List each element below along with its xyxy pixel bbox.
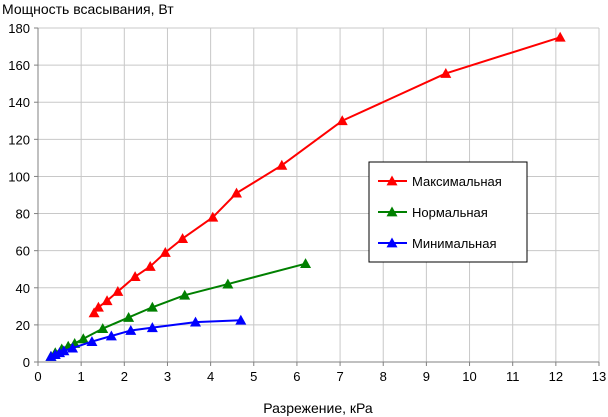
- x-tick-label: 0: [34, 369, 41, 384]
- series-3-point: [190, 316, 202, 327]
- x-tick-label: 1: [78, 369, 85, 384]
- x-axis-title: Разрежение, кРа: [263, 400, 373, 416]
- x-tick-label: 12: [549, 369, 563, 384]
- series-2-point: [77, 333, 89, 344]
- series-group: [45, 31, 566, 361]
- series-2-point: [146, 301, 158, 312]
- x-tick-label: 2: [121, 369, 128, 384]
- series-1: [88, 31, 566, 318]
- series-1-point: [144, 260, 156, 271]
- y-tick-label: 100: [8, 169, 30, 184]
- series-2-point: [97, 323, 109, 333]
- series-3-point: [125, 324, 137, 335]
- x-tick-label: 7: [336, 369, 343, 384]
- y-tick-label: 140: [8, 95, 30, 110]
- series-1-point: [101, 295, 113, 306]
- series-1-point: [231, 187, 243, 198]
- series-2-point: [222, 278, 234, 289]
- x-tick-label: 3: [164, 369, 171, 384]
- y-tick-label: 20: [16, 318, 30, 333]
- x-tick-label: 4: [207, 369, 214, 384]
- y-tick-label: 60: [16, 244, 30, 259]
- series-1-point: [129, 271, 141, 282]
- legend-item-2-marker: [386, 206, 398, 217]
- axes: [34, 27, 600, 366]
- series-3-point: [58, 345, 70, 356]
- y-tick-label: 120: [8, 132, 30, 147]
- y-tick-label: 180: [8, 21, 30, 36]
- series-1-point: [92, 301, 104, 312]
- legend-item-1-marker: [386, 175, 398, 186]
- series-1-point: [112, 285, 124, 296]
- y-tick-label: 40: [16, 281, 30, 296]
- series-3-point: [235, 314, 247, 325]
- y-axis-title: Мощность всасывания, Вт: [2, 1, 174, 17]
- series-1-point: [207, 211, 219, 222]
- series-1-point: [159, 247, 171, 257]
- series-1-point: [336, 115, 348, 126]
- legend-item-1-label: Максимальная: [412, 174, 502, 189]
- legend-item-2-label: Нормальная: [412, 205, 488, 220]
- series-1-point: [440, 67, 452, 78]
- y-tick-label: 0: [23, 355, 30, 370]
- y-tick-label: 160: [8, 58, 30, 73]
- series-3-point: [146, 322, 158, 333]
- x-tick-label: 8: [380, 369, 387, 384]
- legend-item-2: Нормальная: [378, 205, 488, 220]
- x-tick-label: 5: [250, 369, 257, 384]
- y-tick-label: 80: [16, 207, 30, 222]
- series-1-point: [88, 307, 100, 318]
- legend: Максимальная Нормальная Минимальная: [368, 161, 528, 263]
- legend-item-3-label: Минимальная: [412, 236, 497, 251]
- series-1-point: [177, 233, 189, 244]
- x-tick-label: 11: [506, 369, 520, 384]
- series-2-point: [300, 258, 312, 269]
- series-1-point: [554, 31, 566, 42]
- series-3: [45, 314, 247, 361]
- x-tick-label: 13: [592, 369, 606, 384]
- series-3-point: [105, 330, 117, 341]
- series-3-point: [67, 342, 79, 353]
- series-2-point: [179, 289, 191, 300]
- x-tick-label: 6: [293, 369, 300, 384]
- legend-item-1: Максимальная: [378, 174, 502, 189]
- x-tick-labels: 0 1 2 3 4 5 6 7 8 9 10 11 12 13: [34, 369, 606, 384]
- y-tick-labels: 0 20 40 60 80 100 120 140 160 180: [8, 21, 30, 370]
- x-tick-label: 9: [423, 369, 430, 384]
- legend-item-3: Минимальная: [378, 236, 497, 251]
- series-1-point: [276, 159, 288, 170]
- series-2-point: [123, 311, 135, 322]
- legend-item-3-marker: [386, 237, 398, 248]
- x-tick-label: 10: [462, 369, 476, 384]
- series-3-point: [86, 336, 98, 346]
